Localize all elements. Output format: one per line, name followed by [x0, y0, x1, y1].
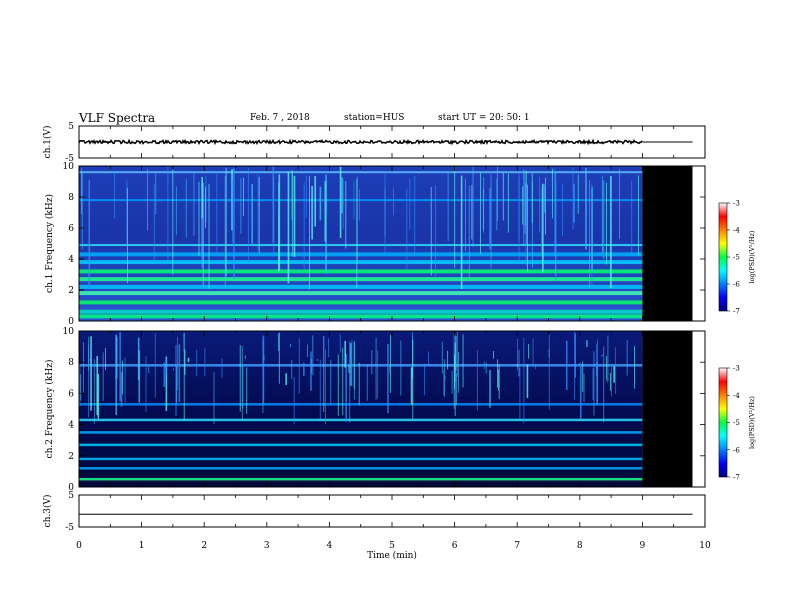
frequency-band-2-2 [79, 457, 643, 461]
colorbar-0 [718, 202, 728, 312]
x-axis-label: Time (min) [367, 550, 417, 561]
frequency-band-1-9 [79, 244, 643, 247]
frequency-band-1-8 [79, 252, 643, 257]
x-tick-label-10: 10 [699, 541, 711, 551]
colorbar-tick-label-1-0: -3 [733, 365, 740, 373]
y-axis-label-3: ch.3(V) [42, 495, 53, 528]
no-data-region-1 [642, 166, 693, 321]
frequency-band-1-6 [79, 269, 643, 274]
x-tick-label-5: 5 [389, 541, 395, 551]
colorbar-label-0: log(PSD)(V²/Hz) [748, 230, 756, 283]
y-tick-label-2-4: 8 [68, 358, 74, 368]
y-tick-label-1-0: 0 [68, 317, 74, 327]
frequency-band-2-6 [79, 403, 643, 406]
colorbar-tick-label-1-3: -6 [733, 446, 740, 454]
colorbar-tick-label-1-4: -7 [733, 474, 740, 482]
frequency-band-1-10 [79, 199, 643, 202]
colorbar-tick-label-1-1: -4 [733, 392, 740, 400]
y-axis-label-2: ch.2 Frequency (kHz) [44, 360, 55, 459]
x-tick-label-9: 9 [640, 541, 646, 551]
frequency-band-2-5 [79, 418, 643, 422]
colorbar-tick-label-0-2: -5 [733, 254, 740, 262]
y-tick-label-1-2: 4 [68, 255, 74, 265]
x-tick-label-7: 7 [514, 541, 520, 551]
y-tick-label-2-2: 4 [68, 421, 74, 431]
frequency-band-2-0 [79, 477, 643, 481]
y-tick-label-1-5: 10 [63, 162, 75, 172]
colorbar-1 [718, 367, 728, 478]
y-tick-label-3-0: 5 [68, 491, 74, 501]
colorbar-tick-label-0-1: -4 [733, 227, 740, 235]
frequency-band-2-3 [79, 443, 643, 447]
y-tick-label-2-0: 0 [68, 483, 74, 493]
spectrogram-background-1 [79, 166, 643, 321]
colorbar-tick-label-0-0: -3 [733, 200, 740, 208]
y-tick-label-1-4: 8 [68, 193, 74, 203]
x-tick-label-8: 8 [577, 541, 583, 551]
frequency-band-2-1 [79, 467, 643, 470]
header-date: Feb. 7 , 2018 [250, 113, 310, 123]
frequency-band-2-4 [79, 431, 643, 434]
header-title: VLF Spectra [79, 111, 156, 125]
frequency-band-1-5 [79, 277, 643, 282]
y-tick-label-1-1: 2 [68, 286, 74, 296]
x-tick-label-1: 1 [139, 541, 145, 551]
colorbar-tick-label-0-3: -6 [733, 281, 740, 289]
frequency-band-1-0 [79, 314, 643, 319]
frequency-band-1-7 [79, 260, 643, 265]
frequency-band-1-4 [79, 284, 643, 289]
y-axis-label-1: ch.1 Frequency (kHz) [44, 194, 55, 293]
x-tick-label-0: 0 [76, 541, 82, 551]
ch1-waveform-trace [78, 138, 643, 146]
header-start-time: start UT = 20: 50: 1 [438, 113, 530, 123]
x-tick-label-4: 4 [327, 541, 333, 551]
spectrogram-background-2 [79, 331, 643, 487]
frequency-band-1-2 [79, 300, 643, 305]
y-tick-label-1-3: 6 [68, 224, 74, 234]
y-tick-label-2-1: 2 [68, 452, 74, 462]
colorbar-tick-label-0-4: -7 [733, 308, 740, 316]
y-tick-label-2-5: 10 [63, 327, 75, 337]
frequency-band-2-7 [79, 364, 643, 367]
x-tick-label-6: 6 [452, 541, 458, 551]
frequency-band-1-3 [79, 291, 643, 296]
y-axis-label-0: ch.1(V) [42, 126, 53, 159]
header-station: station=HUS [344, 113, 405, 123]
colorbar-label-1: log(PSD)(V²/Hz) [748, 396, 756, 449]
y-tick-label-3-1: -5 [65, 523, 74, 533]
x-tick-label-2: 2 [201, 541, 207, 551]
x-tick-label-3: 3 [264, 541, 270, 551]
no-data-region-2 [642, 331, 693, 487]
colorbar-tick-label-1-2: -5 [733, 419, 740, 427]
frequency-band-1-1 [79, 309, 643, 314]
y-tick-label-2-3: 6 [68, 389, 74, 399]
y-tick-label-0-0: 5 [68, 122, 74, 132]
frequency-band-1-11 [79, 171, 643, 174]
y-tick-label-0-1: -5 [65, 154, 74, 164]
